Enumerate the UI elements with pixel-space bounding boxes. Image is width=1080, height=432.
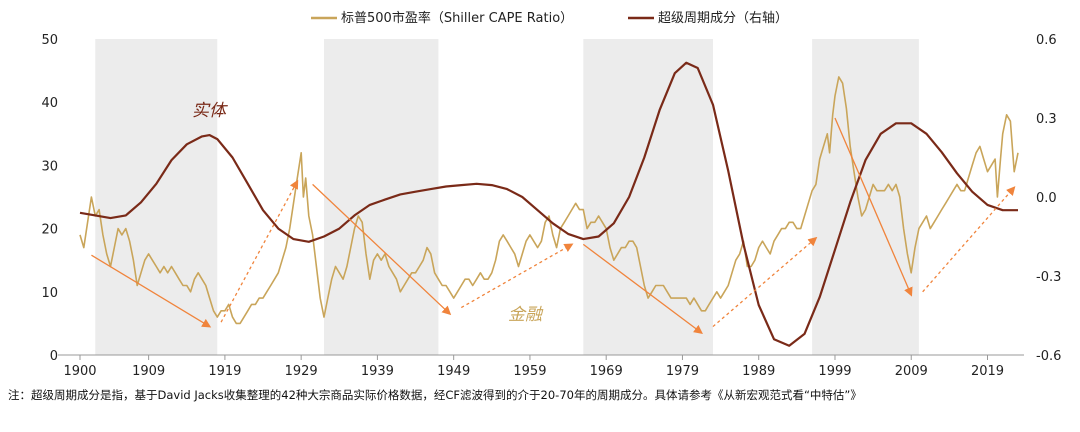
right-tick-label: 0.3 (1036, 112, 1057, 127)
x-tick-label: 1900 (63, 364, 96, 379)
right-tick-label: -0.6 (1036, 349, 1061, 364)
trend-arrow-5 (712, 236, 818, 328)
shaded-periods (95, 39, 919, 355)
x-tick-label: 2009 (895, 364, 928, 379)
left-tick-label: 30 (41, 159, 58, 174)
x-tick-label: 1949 (437, 364, 470, 379)
trend-arrows (91, 117, 1016, 334)
annotation-entity: 实体 (192, 101, 228, 121)
x-tick-label: 1989 (742, 364, 775, 379)
legend: 标普500市盈率（Shiller CAPE Ratio） 超级周期成分（右轴） (311, 10, 788, 26)
legend-label-cape: 标普500市盈率（Shiller CAPE Ratio） (341, 10, 573, 26)
x-tick-label: 2019 (971, 364, 1004, 379)
trend-arrow-1 (220, 179, 299, 323)
footnote: 注：超级周期成分是指，基于David Jacks收集整理的42种大宗商品实际价格… (8, 388, 862, 402)
left-tick-label: 40 (41, 96, 58, 111)
left-tick-label: 0 (50, 349, 58, 364)
shaded-period-2 (583, 39, 713, 355)
shaded-period-1 (324, 39, 439, 355)
series-lines (79, 61, 1019, 347)
right-axis: -0.6 -0.3 0.0 0.3 0.6 (1036, 33, 1061, 364)
x-tick-label: 1929 (285, 364, 318, 379)
legend-label-cycle: 超级周期成分（右轴） (658, 11, 788, 26)
x-tick-label: 1909 (132, 364, 165, 379)
series-line-super-cycle (79, 61, 1018, 347)
shaded-period-0 (95, 39, 218, 355)
right-tick-label: 0.0 (1036, 191, 1057, 206)
left-tick-label: 20 (41, 223, 58, 238)
trend-arrow-2 (312, 183, 452, 316)
left-tick-label: 10 (41, 286, 58, 301)
x-tick-label: 1959 (513, 364, 546, 379)
right-tick-label: 0.6 (1036, 33, 1057, 48)
trend-arrow-7 (922, 186, 1016, 293)
x-axis: 1900 1909 1919 1929 1939 1949 1959 1969 1979 1989… (58, 354, 1024, 379)
annotation-finance: 金融 (508, 305, 544, 325)
left-tick-label: 50 (41, 33, 58, 48)
trend-arrow-0 (91, 254, 212, 328)
x-tick-label: 1939 (361, 364, 394, 379)
x-tick-label: 1979 (666, 364, 699, 379)
series-line-cape (79, 76, 1019, 325)
right-tick-label: -0.3 (1036, 270, 1061, 285)
trend-arrow-6 (834, 117, 913, 297)
x-tick-label: 1999 (818, 364, 851, 379)
shaded-period-3 (812, 39, 919, 355)
left-axis: 0 10 20 30 40 50 (41, 33, 58, 364)
x-tick-label: 1919 (208, 364, 241, 379)
trend-arrow-4 (582, 243, 703, 334)
x-tick-label: 1969 (590, 364, 623, 379)
